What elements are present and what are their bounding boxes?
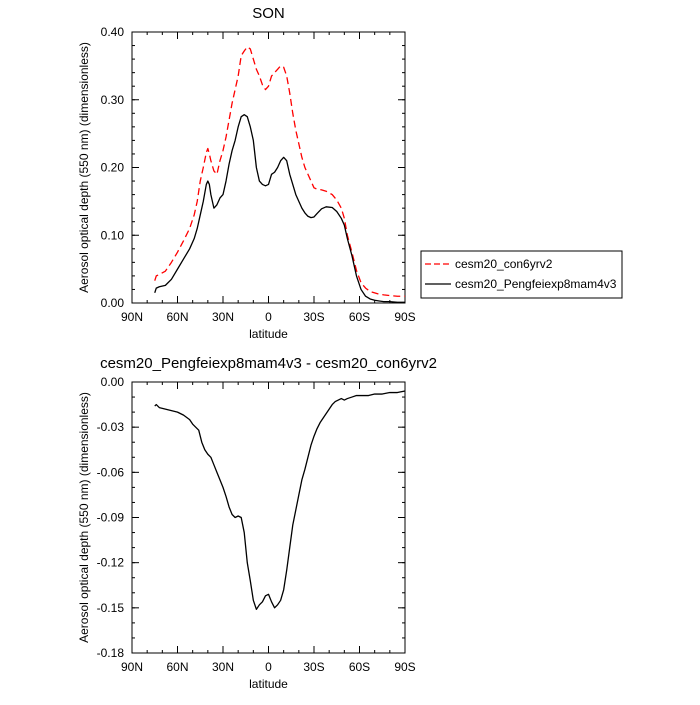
chart-title: SON bbox=[252, 5, 285, 22]
chart-panel-1: SON 90N 60N 30N 0 30S 60S 90S 0.00 0.10 0.20 0.30 0.… bbox=[77, 5, 623, 341]
y-tick-label: -0.03 bbox=[97, 420, 125, 434]
x-tick-label: 60N bbox=[166, 660, 188, 674]
x-tick-label: 0 bbox=[265, 310, 272, 324]
y-tick-label: 0.40 bbox=[101, 25, 125, 39]
y-tick-label: -0.18 bbox=[97, 646, 125, 660]
y-tick-label: 0.20 bbox=[101, 161, 125, 175]
x-tick-label: 30S bbox=[303, 310, 324, 324]
plot-frame bbox=[131, 381, 406, 654]
legend-label-1: cesm20_con6yrv2 bbox=[455, 257, 553, 271]
y-tick-label: 0.30 bbox=[101, 93, 125, 107]
y-tick-label: -0.09 bbox=[97, 511, 125, 525]
y-axis-label: Aerosol optical depth (550 nm) (dimensio… bbox=[77, 42, 91, 293]
x-tick-label: 60N bbox=[166, 310, 188, 324]
legend-label-2: cesm20_Pengfeiexp8mam4v3 bbox=[455, 277, 617, 291]
x-tick-label: 90N bbox=[121, 310, 143, 324]
x-tick-label: 90N bbox=[121, 660, 143, 674]
x-tick-label: 0 bbox=[265, 660, 272, 674]
x-tick-label: 60S bbox=[349, 660, 370, 674]
legend-box bbox=[420, 250, 623, 299]
x-axis-label: latitude bbox=[249, 327, 288, 341]
x-tick-label: 60S bbox=[349, 310, 370, 324]
y-tick-label: 0.00 bbox=[101, 296, 125, 310]
x-tick-label: 90S bbox=[394, 660, 415, 674]
y-tick-label: 0.00 bbox=[101, 375, 125, 389]
chart-panel-2: cesm20_Pengfeiexp8mam4v3 - cesm20_con6yr… bbox=[77, 355, 437, 691]
legend: cesm20_con6yrv2 cesm20_Pengfeiexp8mam4v3 bbox=[420, 250, 623, 299]
x-tick-label: 30N bbox=[212, 310, 234, 324]
series-line-2 bbox=[154, 114, 405, 303]
y-axis-label: Aerosol optical depth (550 nm) (dimensio… bbox=[77, 392, 91, 643]
y-tick-label: 0.10 bbox=[101, 228, 125, 242]
x-tick-label: 30S bbox=[303, 660, 324, 674]
y-tick-label: -0.12 bbox=[97, 556, 125, 570]
series-line-1 bbox=[154, 46, 405, 297]
x-tick-label: 90S bbox=[394, 310, 415, 324]
plot-frame bbox=[131, 31, 406, 304]
x-axis-label: latitude bbox=[249, 677, 288, 691]
chart-title: cesm20_Pengfeiexp8mam4v3 - cesm20_con6yr… bbox=[100, 355, 437, 372]
y-tick-label: -0.06 bbox=[97, 465, 125, 479]
x-tick-label: 30N bbox=[212, 660, 234, 674]
y-tick-label: -0.15 bbox=[97, 601, 125, 615]
series-line-1 bbox=[154, 390, 406, 610]
